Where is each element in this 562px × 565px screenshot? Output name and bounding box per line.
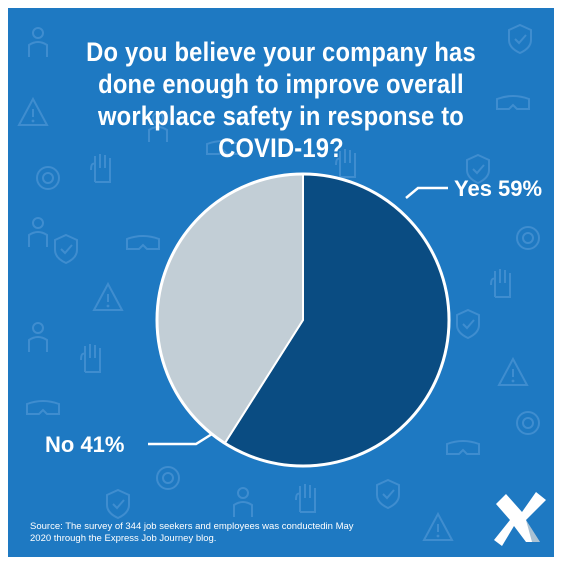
slice-label-no: No 41%	[45, 432, 124, 457]
pie-chart: Yes 59% No 41%	[45, 172, 542, 468]
leader-line-no	[148, 432, 213, 446]
source-note: Source: The survey of 344 job seekers an…	[30, 521, 354, 544]
pie-outline	[155, 172, 451, 468]
slice-label-yes: Yes 59%	[454, 176, 542, 201]
chart-title: Do you believe your company has done eno…	[86, 37, 476, 163]
infographic-card: Do you believe your company has done eno…	[8, 8, 554, 557]
leader-line-yes	[405, 186, 448, 199]
express-x-logo-icon	[494, 492, 546, 546]
